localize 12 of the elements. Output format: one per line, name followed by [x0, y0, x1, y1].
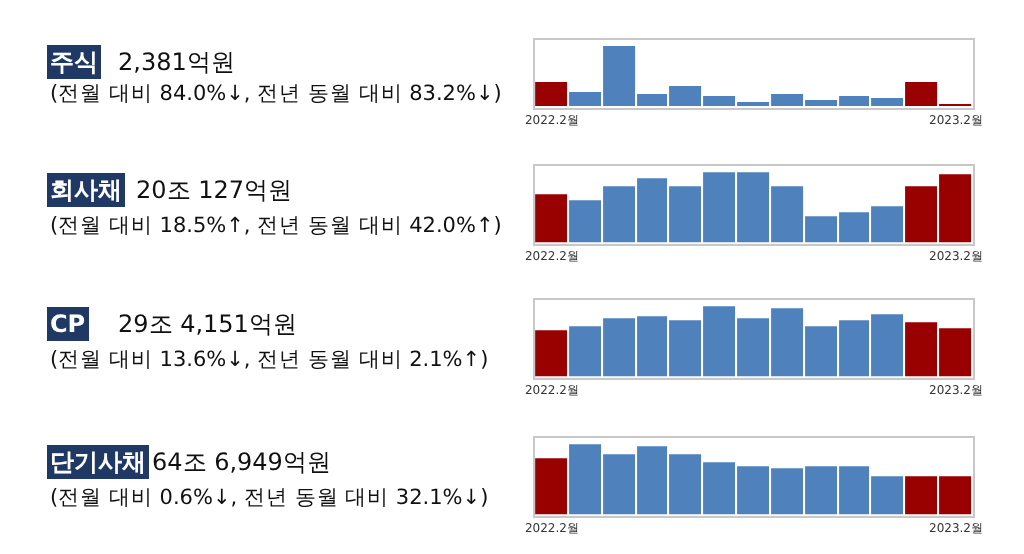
- text: (전월 대비 13.6%↓, 전년 동월 대비 2.1%↑): [50, 348, 489, 372]
- text: 주식: [50, 48, 98, 76]
- text: 20조 127억원: [136, 176, 292, 204]
- text: (전월 대비 18.5%↑, 전년 동월 대비 42.0%↑): [50, 214, 502, 238]
- text: (전월 대비 0.6%↓, 전년 동월 대비 32.1%↓): [50, 486, 489, 510]
- text: 회사채: [50, 176, 122, 204]
- text: 2,381억원: [118, 48, 235, 76]
- text: 단기사채: [50, 448, 146, 476]
- text: (전월 대비 84.0%↓, 전년 동월 대비 83.2%↓): [50, 82, 502, 106]
- text: CP: [50, 310, 86, 338]
- text: 29조 4,151억원: [118, 310, 297, 338]
- text: 64조 6,949억원: [152, 448, 331, 476]
